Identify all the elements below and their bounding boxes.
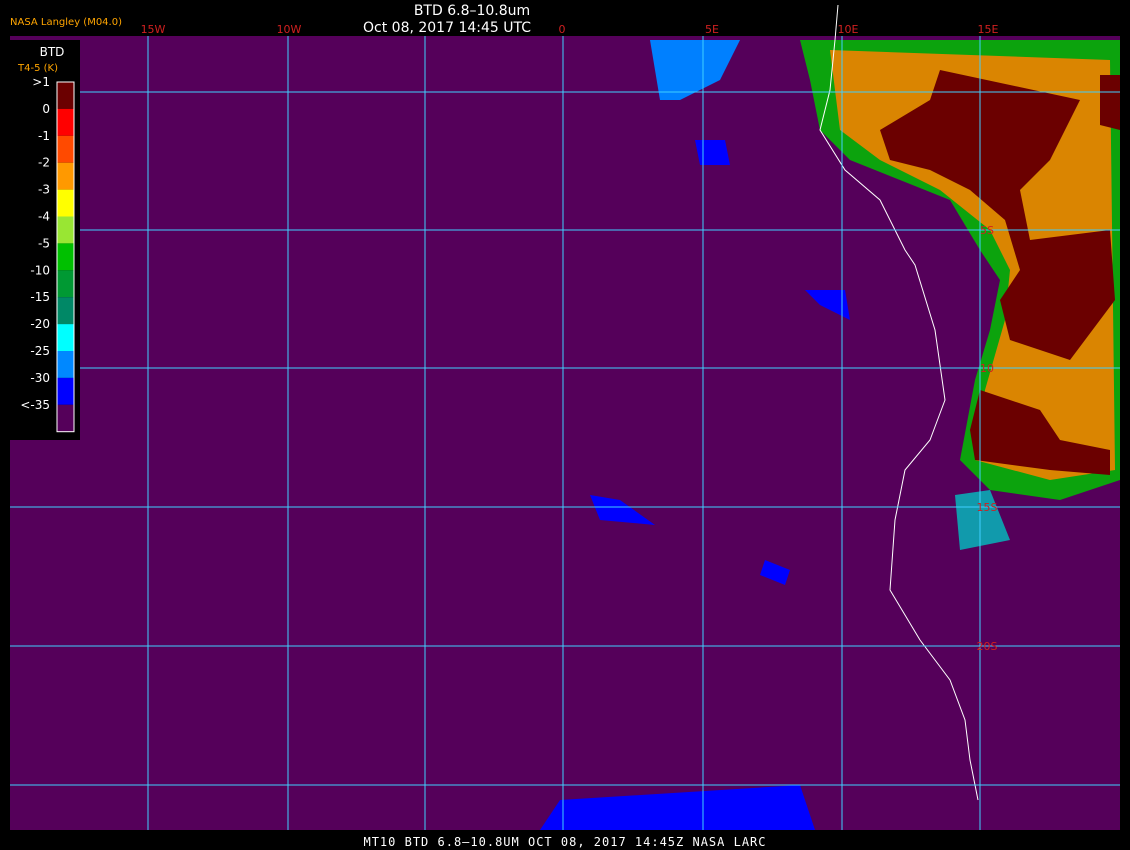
timestamp: Oct 08, 2017 14:45 UTC xyxy=(363,20,531,36)
legend-swatch xyxy=(57,377,74,405)
legend-label: -10 xyxy=(30,263,50,277)
legend-swatch xyxy=(57,351,74,378)
legend-swatch xyxy=(57,108,74,136)
legend-swatch xyxy=(57,297,74,325)
latitude-label: 10 xyxy=(980,362,994,375)
legend-swatch xyxy=(57,324,74,351)
legend-swatch xyxy=(57,243,74,271)
longitude-label: 0 xyxy=(559,23,566,36)
legend-label: -4 xyxy=(38,210,50,224)
longitude-label: 15W xyxy=(141,23,166,36)
longitude-label: 10W xyxy=(277,23,302,36)
legend-label: -15 xyxy=(30,290,50,304)
legend-frame xyxy=(56,81,75,433)
legend-swatch xyxy=(57,162,74,190)
legend-label: -20 xyxy=(30,317,50,331)
legend-label: -1 xyxy=(38,129,50,143)
longitude-label: 5E xyxy=(705,23,719,36)
legend-label: -3 xyxy=(38,183,50,197)
latitude-label: 15S xyxy=(977,501,998,514)
legend-label: 0 xyxy=(42,102,50,116)
latitude-label: 20S xyxy=(977,640,998,653)
legend-label: <-35 xyxy=(20,398,50,412)
legend-label: >1 xyxy=(32,75,50,89)
legend-swatch xyxy=(57,404,74,432)
legend-label: -5 xyxy=(38,236,50,250)
legend-swatch xyxy=(57,135,74,163)
longitude-label: 15E xyxy=(978,23,999,36)
footer: MT10 BTD 6.8–10.8UM OCT 08, 2017 14:45Z … xyxy=(363,835,766,849)
latitude-label: 5S xyxy=(980,224,994,237)
legend-title: BTD xyxy=(40,45,65,59)
graticule xyxy=(10,36,1120,830)
legend-label: -2 xyxy=(38,156,50,170)
credit: NASA Langley (M04.0) xyxy=(10,17,122,28)
legend-swatch xyxy=(57,82,74,109)
legend-swatch xyxy=(57,216,74,244)
coastline xyxy=(819,4,979,801)
legend-label: -30 xyxy=(30,371,50,385)
legend-swatch xyxy=(57,189,74,217)
legend-swatch xyxy=(57,270,74,298)
legend-label: -25 xyxy=(30,344,50,358)
cloud-features xyxy=(540,40,1120,830)
longitude-label: 10E xyxy=(838,23,859,36)
legend-unit: T4-5 (K) xyxy=(17,63,58,74)
title: BTD 6.8–10.8um xyxy=(414,3,530,19)
